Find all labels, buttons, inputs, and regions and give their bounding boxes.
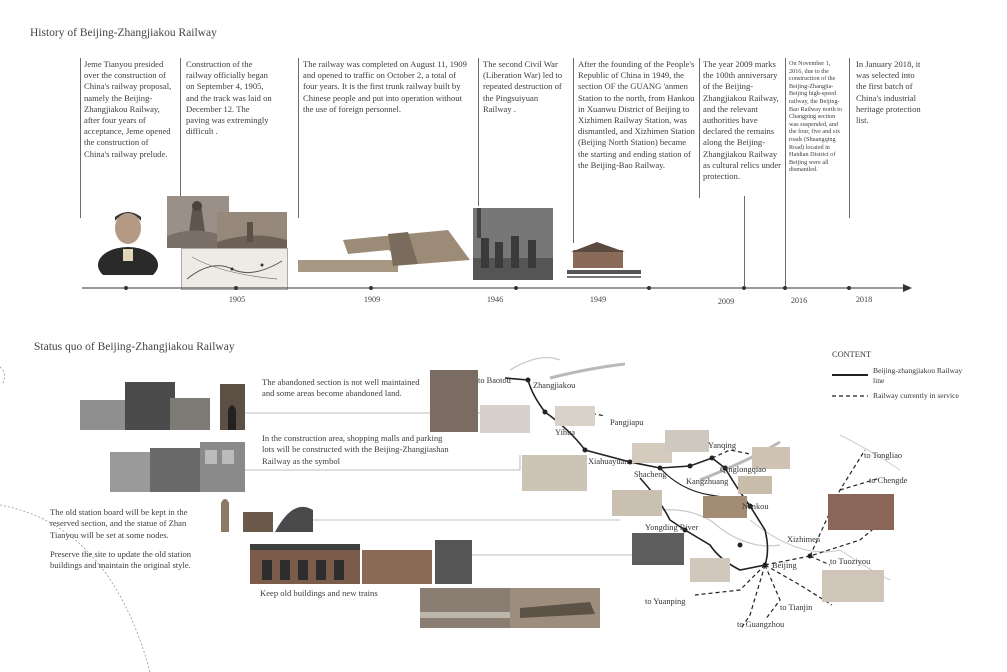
abandoned-land-photo xyxy=(80,380,245,430)
status-note-new-trains: Keep old buildings and new trains xyxy=(260,588,378,598)
station-label: Qinglongqiao xyxy=(720,465,767,474)
portrait-photo xyxy=(98,203,158,275)
decorative-arc xyxy=(0,366,151,672)
legend-solid-line xyxy=(832,374,868,376)
legend-title: CONTENT xyxy=(832,350,872,359)
station-label: to Tuoziyou xyxy=(830,557,871,566)
station-thumbnail xyxy=(632,533,684,565)
station-label: Beijing xyxy=(772,561,797,570)
legend-label-dashed: Railway currently in service xyxy=(873,391,959,400)
railway-construction-photo xyxy=(298,220,470,274)
timeline-event-8: In January 2018, it was selected into th… xyxy=(856,59,921,126)
station-label: to Chengde xyxy=(869,476,908,485)
year-label: 2018 xyxy=(855,295,873,304)
timeline-divider xyxy=(744,196,745,288)
timeline-title: History of Beijing-Zhangjiakou Railway xyxy=(30,27,217,39)
station-label: Xizhimen xyxy=(787,535,821,544)
timeline-node xyxy=(742,286,746,290)
station-thumbnail xyxy=(665,430,709,452)
station-label: Xiahuayuan xyxy=(588,457,629,466)
old-station-photo xyxy=(250,540,472,584)
station-thumbnail xyxy=(738,476,772,494)
station-label: to Yuanping xyxy=(645,597,686,606)
station-thumbnail xyxy=(430,370,478,432)
station-thumbnail xyxy=(480,405,530,433)
legend-label-solid: Beijing-zhangjiakou Railway line xyxy=(873,366,963,385)
station-thumbnail xyxy=(828,494,894,530)
year-label: 1909 xyxy=(363,295,381,304)
timeline-node xyxy=(514,286,518,290)
station-label: Nankou xyxy=(742,502,769,511)
station-1949-photo xyxy=(567,240,641,280)
timeline-node xyxy=(783,286,787,290)
timeline-node xyxy=(369,286,373,290)
timeline-node xyxy=(647,286,651,290)
timeline-divider xyxy=(80,58,81,218)
timeline-event-7: On November 1, 2016, due to the construc… xyxy=(789,60,843,174)
station-label: to Tianjin xyxy=(780,603,813,612)
timeline-divider xyxy=(180,58,181,208)
timeline-node xyxy=(847,286,851,290)
timeline-divider xyxy=(298,58,299,218)
timeline-event-6: The year 2009 marks the 100th anniversar… xyxy=(703,59,782,182)
timeline-divider xyxy=(785,58,786,288)
station-thumbnail xyxy=(632,443,672,463)
timeline-event-4: The second Civil War (Liberation War) le… xyxy=(483,59,563,114)
status-note-construction: In the construction area, shopping malls… xyxy=(262,433,449,466)
year-label: 2009 xyxy=(717,297,735,306)
station-label: Yanqing xyxy=(708,441,737,450)
status-title: Status quo of Beijing-Zhangjiakou Railwa… xyxy=(34,341,235,353)
station-thumbnail xyxy=(522,455,587,491)
station-label: to Tongliao xyxy=(864,451,903,460)
station-thumbnail xyxy=(822,570,884,602)
station-label: to Baotou xyxy=(478,376,511,385)
legend-dashed-line xyxy=(832,395,868,397)
station-label: Kangzhuang xyxy=(686,477,729,486)
construction-area-photo xyxy=(110,442,245,492)
timeline-node xyxy=(234,286,238,290)
timeline-divider xyxy=(699,58,700,198)
timeline-divider xyxy=(849,58,850,218)
railway-map-sketch xyxy=(181,248,288,290)
station-thumbnail xyxy=(703,496,747,518)
station-label: Yihua xyxy=(555,428,576,437)
station-thumbnail xyxy=(752,447,790,469)
timeline-event-1: Jeme Tianyou presided over the construct… xyxy=(84,59,172,159)
railway-map xyxy=(504,357,901,631)
status-note-station-board: The old station board will be kept in th… xyxy=(50,507,188,540)
timeline-event-2: Construction of the railway officially b… xyxy=(186,59,272,137)
year-label: 1905 xyxy=(228,295,246,304)
timeline-axis xyxy=(82,284,912,292)
year-label: 2016 xyxy=(790,296,808,305)
station-label: Zhangjiakou xyxy=(533,381,576,390)
station-thumbnail xyxy=(555,406,595,426)
timeline-event-5: After the founding of the People's Repub… xyxy=(578,59,695,170)
year-label: 1946 xyxy=(486,295,504,304)
status-note-abandoned: The abandoned section is not well mainta… xyxy=(262,377,420,399)
timeline-divider xyxy=(478,58,479,206)
station-label: to Guangzhou xyxy=(737,620,785,629)
timeline-event-3: The railway was completed on August 11, … xyxy=(303,59,467,114)
station-thumbnail xyxy=(612,490,662,516)
timeline-divider xyxy=(573,58,574,243)
statue-photo xyxy=(213,498,313,534)
station-label: Pangjiapu xyxy=(610,418,644,427)
station-label: Yongding River xyxy=(645,523,699,532)
station-label: Shacheng xyxy=(634,470,667,479)
station-thumbnail xyxy=(690,558,730,582)
civil-war-photo xyxy=(473,208,553,280)
timeline-node xyxy=(124,286,128,290)
year-label: 1949 xyxy=(589,295,607,304)
new-train-photo xyxy=(420,588,600,628)
status-note-preserve: Preserve the site to update the old stat… xyxy=(50,549,192,571)
